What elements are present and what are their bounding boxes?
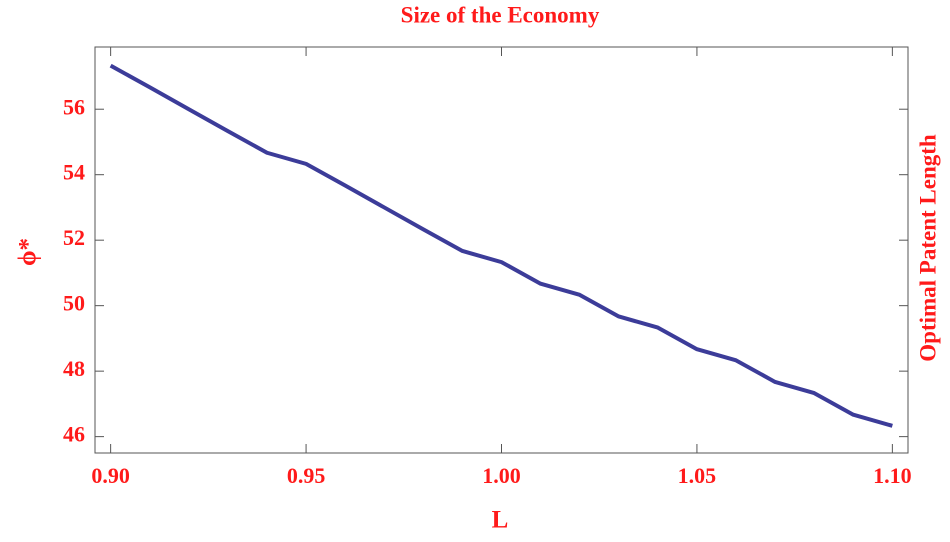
y-tick-label: 50 — [63, 291, 85, 316]
y2-axis-label: Optimal Patent Length — [915, 134, 940, 362]
x-axis-label: L — [492, 507, 509, 534]
plot-frame — [94, 46, 909, 454]
x-tick-label: 0.95 — [287, 463, 326, 488]
x-tick-label: 0.90 — [91, 463, 130, 488]
line-series — [109, 63, 893, 428]
y-tick-label: 52 — [63, 225, 85, 250]
y-tick-label: 54 — [63, 160, 85, 185]
y-axis-label: ϕ* — [15, 238, 42, 266]
x-tick-label: 1.00 — [482, 463, 521, 488]
y-tick-label: 48 — [63, 356, 85, 381]
y-tick-label: 46 — [63, 422, 85, 447]
x-tick-label: 1.10 — [873, 463, 912, 488]
x-tick-label: 1.05 — [678, 463, 717, 488]
y-tick-label: 56 — [63, 94, 85, 119]
chart-title: Size of the Economy — [401, 2, 600, 27]
